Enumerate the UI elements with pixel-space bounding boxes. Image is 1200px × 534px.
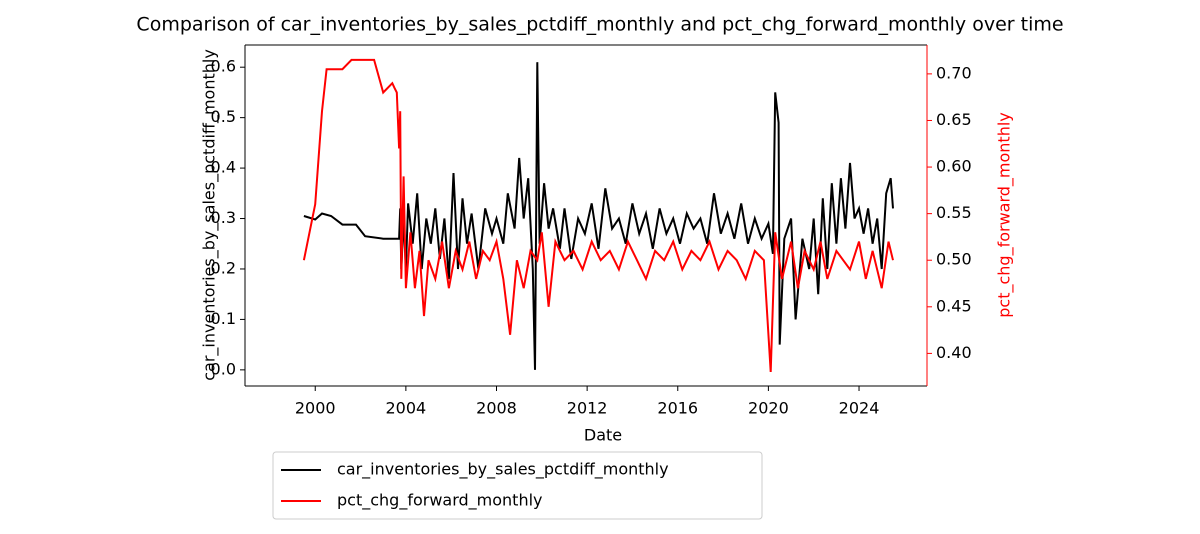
y-axis-label: car_inventories_by_sales_pctdiff_monthly	[200, 49, 220, 381]
chart-title: Comparison of car_inventories_by_sales_p…	[136, 14, 1063, 36]
data-line	[303, 62, 894, 370]
y-tick-label: 0.0	[211, 359, 236, 378]
x-tick-label: 2016	[657, 399, 698, 418]
x-tick-label: 2024	[839, 399, 880, 418]
y2-tick-label: 0.40	[936, 343, 972, 362]
y-tick-label: 0.5	[211, 107, 236, 126]
y2-tick-label: 0.65	[936, 110, 972, 129]
y2-axis-label: pct_chg_forward_monthly	[995, 112, 1015, 318]
data-line	[302, 58, 894, 373]
legend-box	[272, 451, 763, 520]
legend-label: car_inventories_by_sales_pctdiff_monthly	[337, 460, 669, 480]
x-tick-label: 2008	[476, 399, 517, 418]
y-tick-label: 0.4	[211, 158, 236, 177]
y2-tick-label: 0.45	[936, 296, 972, 315]
y-tick-label: 0.1	[211, 309, 236, 328]
y-tick-label: 0.6	[211, 57, 236, 76]
y2-tick-label: 0.60	[936, 157, 972, 176]
y-tick-label: 0.2	[211, 258, 236, 277]
x-tick-label: 2004	[386, 399, 427, 418]
x-tick-label: 2020	[748, 399, 789, 418]
y2-tick-label: 0.55	[936, 203, 972, 222]
y-tick-label: 0.3	[211, 208, 236, 227]
legend-label: pct_chg_forward_monthly	[337, 491, 543, 511]
x-tick-label: 2000	[295, 399, 336, 418]
y2-tick-label: 0.50	[936, 250, 972, 269]
x-axis-label: Date	[584, 426, 622, 445]
x-tick-label: 2012	[567, 399, 608, 418]
y2-tick-label: 0.70	[936, 63, 972, 82]
